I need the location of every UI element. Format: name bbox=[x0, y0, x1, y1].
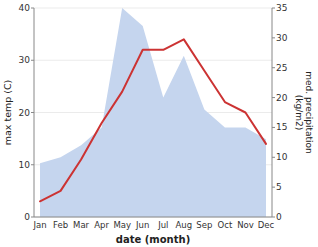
y2-tick-label: 0 bbox=[276, 212, 282, 222]
y2-tick-label: 5 bbox=[276, 182, 282, 192]
temperature-line bbox=[40, 39, 266, 201]
grid-line bbox=[34, 8, 272, 9]
y2-axis-line bbox=[272, 8, 273, 217]
y2-tick-label: 15 bbox=[276, 122, 287, 132]
y-tick-label: 0 bbox=[24, 212, 30, 222]
y2-tick bbox=[272, 157, 275, 158]
y2-axis-label: med. precipitation(kg/m2) bbox=[294, 71, 314, 153]
x-tick-label: Jun bbox=[135, 220, 149, 230]
chart-container: 0 10 20 30 40 0 5 10 15 20 25 30 35 Jan Feb Mar Apr May Ju… bbox=[0, 0, 318, 247]
y2-tick-label: 10 bbox=[276, 152, 288, 162]
y2-tick-label: 35 bbox=[276, 3, 287, 13]
x-tick-label: Feb bbox=[53, 220, 68, 230]
y2-axis-label-line: med. precipitation bbox=[304, 71, 314, 153]
chart-svg: 0 10 20 30 40 0 5 10 15 20 25 30 35 Jan Feb Mar Apr May Ju… bbox=[0, 0, 318, 247]
x-tick-label: Sep bbox=[196, 220, 212, 230]
x-tick-label: Dec bbox=[258, 220, 275, 230]
y-tick bbox=[31, 217, 34, 218]
y-tick bbox=[31, 164, 34, 165]
y2-tick bbox=[272, 127, 275, 128]
y2-tick bbox=[272, 217, 275, 218]
y2-tick bbox=[272, 67, 275, 68]
precipitation-area bbox=[40, 8, 266, 217]
y-tick bbox=[31, 112, 34, 113]
y-tick-label: 20 bbox=[19, 108, 31, 118]
x-tick-label: Oct bbox=[218, 220, 233, 230]
x-tick-label: May bbox=[113, 220, 131, 230]
y-tick bbox=[31, 8, 34, 9]
x-tick-label: Apr bbox=[94, 220, 109, 230]
x-axis-line bbox=[34, 217, 272, 218]
y2-axis-label-line: (kg/m2) bbox=[294, 95, 304, 130]
x-tick-label: Jul bbox=[157, 220, 168, 230]
x-axis-label: date (month) bbox=[116, 234, 190, 245]
grid-line bbox=[34, 60, 272, 61]
y-tick-label: 40 bbox=[19, 3, 31, 13]
y-tick-label: 30 bbox=[19, 55, 31, 65]
y2-tick bbox=[272, 97, 275, 98]
x-tick-label: Mar bbox=[73, 220, 90, 230]
y-tick bbox=[31, 60, 34, 61]
y2-tick-label: 30 bbox=[276, 33, 288, 43]
y2-tick bbox=[272, 187, 275, 188]
y2-tick bbox=[272, 8, 275, 9]
x-tick-label: Jan bbox=[32, 220, 46, 230]
y-tick-label: 10 bbox=[19, 160, 31, 170]
x-tick-label: Nov bbox=[237, 220, 254, 230]
y-axis-label: max temp (C) bbox=[2, 80, 13, 146]
plot-area bbox=[40, 8, 266, 217]
x-tick-label: Aug bbox=[176, 220, 193, 230]
y2-tick-label: 25 bbox=[276, 63, 287, 73]
y2-tick-label: 20 bbox=[276, 93, 288, 103]
y2-tick bbox=[272, 37, 275, 38]
grid-line bbox=[34, 217, 272, 218]
